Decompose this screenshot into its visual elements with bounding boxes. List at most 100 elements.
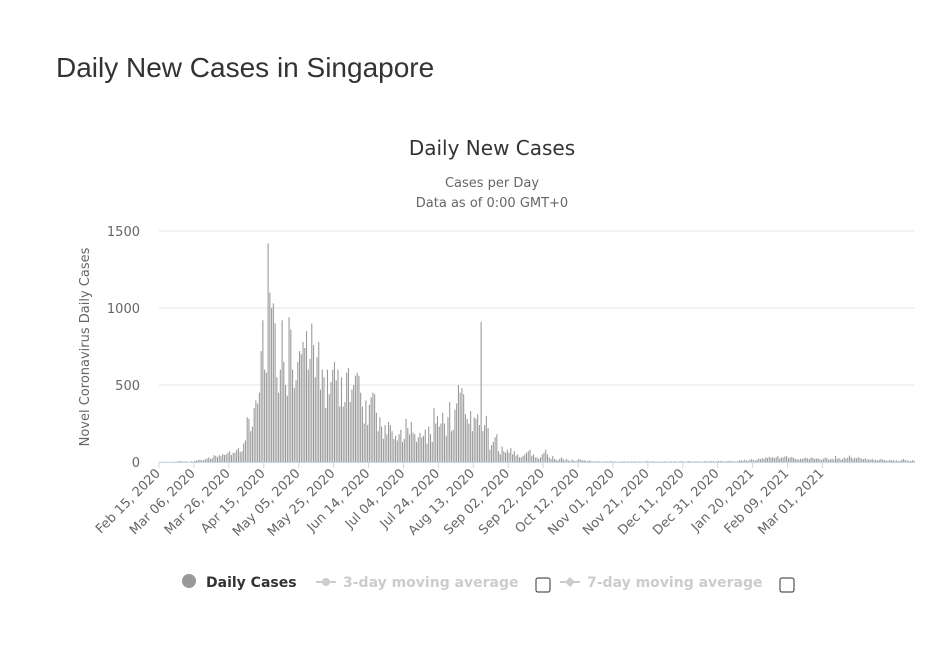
bar[interactable] bbox=[609, 461, 611, 462]
bar[interactable] bbox=[683, 461, 685, 463]
bar[interactable] bbox=[468, 423, 470, 463]
bar[interactable] bbox=[326, 369, 329, 462]
bar[interactable] bbox=[190, 461, 192, 462]
bar[interactable] bbox=[707, 461, 709, 463]
checkbox-3-day-average[interactable] bbox=[535, 577, 551, 593]
bar[interactable] bbox=[573, 460, 575, 462]
bar[interactable] bbox=[292, 369, 294, 462]
bar[interactable] bbox=[559, 458, 561, 462]
bar[interactable] bbox=[732, 461, 734, 462]
bar[interactable] bbox=[655, 461, 657, 463]
bar[interactable] bbox=[889, 459, 891, 462]
bar[interactable] bbox=[199, 459, 201, 462]
bar[interactable] bbox=[780, 457, 782, 462]
bar[interactable] bbox=[183, 461, 185, 463]
bar[interactable] bbox=[454, 409, 456, 462]
bar[interactable] bbox=[862, 459, 865, 462]
bar[interactable] bbox=[477, 414, 479, 462]
bar[interactable] bbox=[674, 461, 676, 462]
legend-item-7-day-average[interactable]: 7-day moving average bbox=[560, 575, 763, 591]
bar[interactable] bbox=[347, 368, 349, 462]
bar[interactable] bbox=[677, 461, 679, 463]
bar[interactable] bbox=[443, 423, 445, 463]
bar[interactable] bbox=[807, 458, 809, 462]
bar[interactable] bbox=[601, 461, 603, 463]
bar[interactable] bbox=[560, 457, 562, 462]
bar[interactable] bbox=[302, 341, 304, 462]
bar[interactable] bbox=[749, 459, 751, 462]
bar[interactable] bbox=[211, 458, 213, 462]
bar[interactable] bbox=[639, 461, 641, 462]
bar[interactable] bbox=[805, 457, 807, 462]
bar[interactable] bbox=[580, 459, 582, 462]
bar[interactable] bbox=[232, 452, 234, 462]
bar[interactable] bbox=[817, 458, 819, 462]
bar[interactable] bbox=[395, 435, 397, 462]
bar[interactable] bbox=[229, 451, 231, 462]
bar[interactable] bbox=[218, 455, 220, 462]
bar[interactable] bbox=[843, 457, 845, 462]
bar[interactable] bbox=[552, 455, 554, 462]
bar[interactable] bbox=[876, 460, 878, 462]
bar[interactable] bbox=[208, 457, 210, 462]
bar[interactable] bbox=[300, 354, 302, 462]
bar[interactable] bbox=[784, 456, 786, 462]
bar[interactable] bbox=[241, 451, 243, 462]
bar[interactable] bbox=[763, 458, 765, 462]
bar[interactable] bbox=[173, 461, 175, 463]
bar[interactable] bbox=[244, 440, 246, 462]
bar[interactable] bbox=[461, 388, 463, 462]
bar[interactable] bbox=[471, 431, 473, 462]
bar[interactable] bbox=[581, 460, 583, 462]
bar[interactable] bbox=[880, 458, 882, 462]
bar[interactable] bbox=[384, 425, 386, 462]
bar[interactable] bbox=[716, 461, 718, 462]
bar[interactable] bbox=[257, 403, 259, 462]
bar[interactable] bbox=[539, 457, 542, 462]
bar[interactable] bbox=[182, 461, 184, 463]
bar[interactable] bbox=[505, 452, 507, 462]
bar[interactable] bbox=[779, 458, 781, 462]
bar[interactable] bbox=[759, 459, 762, 462]
bar[interactable] bbox=[681, 461, 683, 462]
bar[interactable] bbox=[882, 459, 884, 462]
bar[interactable] bbox=[351, 389, 353, 462]
bar[interactable] bbox=[597, 461, 599, 462]
bar[interactable] bbox=[449, 401, 451, 462]
bar[interactable] bbox=[768, 456, 770, 462]
bar[interactable] bbox=[765, 457, 767, 462]
bar[interactable] bbox=[791, 456, 793, 462]
bar[interactable] bbox=[649, 461, 652, 463]
bar[interactable] bbox=[426, 443, 428, 462]
bar[interactable] bbox=[346, 372, 348, 462]
bar[interactable] bbox=[679, 461, 681, 462]
bar[interactable] bbox=[754, 460, 756, 462]
bar[interactable] bbox=[555, 459, 557, 462]
bar[interactable] bbox=[662, 461, 664, 463]
bar[interactable] bbox=[676, 461, 678, 463]
bar[interactable] bbox=[833, 459, 835, 462]
bar[interactable] bbox=[267, 243, 269, 462]
bar[interactable] bbox=[452, 429, 454, 462]
bar[interactable] bbox=[417, 437, 419, 462]
bar[interactable] bbox=[382, 438, 384, 462]
bar[interactable] bbox=[377, 431, 379, 462]
bar[interactable] bbox=[772, 457, 774, 462]
bar[interactable] bbox=[543, 452, 545, 462]
bar[interactable] bbox=[381, 426, 383, 462]
bar[interactable] bbox=[246, 417, 248, 462]
bar[interactable] bbox=[225, 454, 227, 462]
bar[interactable] bbox=[848, 455, 851, 462]
bar[interactable] bbox=[209, 458, 212, 462]
bar[interactable] bbox=[672, 461, 674, 463]
bar[interactable] bbox=[885, 460, 887, 462]
bar[interactable] bbox=[669, 461, 671, 463]
bar[interactable] bbox=[484, 425, 486, 462]
bar[interactable] bbox=[534, 457, 536, 462]
bar[interactable] bbox=[391, 431, 393, 462]
bar[interactable] bbox=[822, 458, 824, 462]
bar[interactable] bbox=[627, 461, 629, 462]
bar[interactable] bbox=[819, 459, 821, 462]
bar[interactable] bbox=[852, 458, 854, 462]
bar[interactable] bbox=[742, 460, 744, 462]
